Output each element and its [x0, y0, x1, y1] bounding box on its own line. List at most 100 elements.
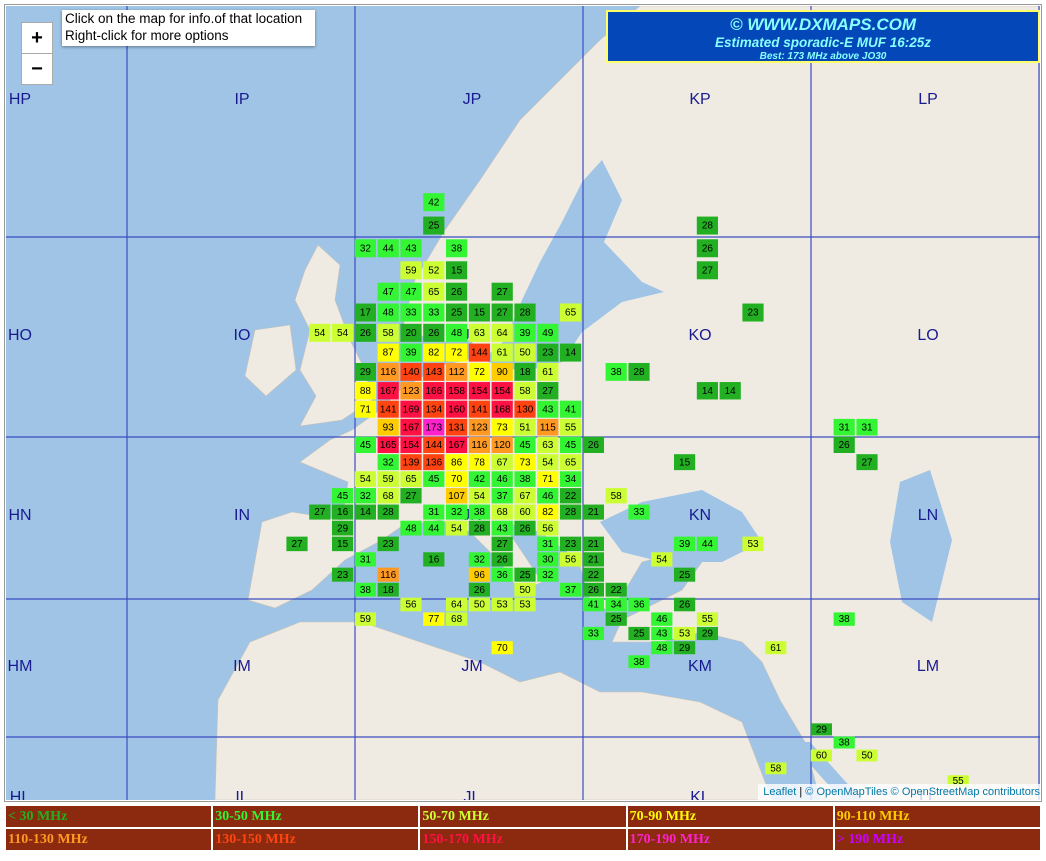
muf-value: 55 [565, 422, 577, 433]
muf-value: 28 [702, 221, 714, 232]
muf-value: 82 [428, 348, 440, 359]
muf-value: 27 [861, 457, 873, 468]
muf-cell [651, 612, 673, 626]
muf-cell [491, 567, 513, 582]
muf-cell [582, 626, 604, 641]
muf-cell [377, 454, 399, 471]
muf-cell [491, 382, 513, 400]
muf-value: 140 [403, 367, 420, 378]
muf-cell [446, 454, 468, 471]
muf-cell [468, 567, 490, 582]
muf-cell [354, 488, 376, 504]
muf-cell [377, 418, 399, 436]
muf-value: 22 [565, 491, 577, 502]
muf-value: 50 [474, 600, 486, 611]
muf-cell [377, 382, 399, 400]
muf-cell [674, 567, 696, 582]
muf-cell [468, 362, 490, 381]
muf-cell [446, 382, 468, 400]
attribution-link[interactable]: © OpenMapTiles [805, 786, 888, 798]
info-line: Right-click for more options [65, 28, 229, 43]
muf-value: 34 [565, 474, 577, 485]
muf-cell [400, 362, 422, 381]
muf-cell [400, 520, 422, 536]
muf-value: 47 [405, 287, 417, 298]
muf-value: 29 [702, 629, 714, 640]
muf-value: 14 [725, 386, 737, 397]
muf-value: 25 [451, 308, 463, 319]
legend-entry: 170-190 MHz [627, 829, 833, 850]
muf-cell [377, 436, 399, 454]
muf-value: 55 [953, 776, 965, 787]
muf-cell [400, 454, 422, 471]
muf-cell [491, 536, 513, 552]
muf-value: 77 [428, 614, 440, 625]
muf-value: 154 [471, 386, 488, 397]
muf-value: 144 [471, 348, 488, 359]
muf-value: 46 [542, 491, 554, 502]
muf-cell [354, 303, 376, 322]
attribution-link[interactable]: Leaflet [763, 786, 797, 798]
muf-value: 26 [474, 585, 486, 596]
muf-value: 15 [474, 308, 486, 319]
muf-cell [468, 343, 490, 362]
muf-cell [560, 303, 582, 322]
muf-value: 64 [451, 600, 463, 611]
muf-value: 38 [519, 474, 531, 485]
muf-value: 68 [497, 507, 509, 518]
muf-value: 173 [425, 422, 442, 433]
muf-cell [332, 488, 354, 504]
muf-value: 45 [428, 474, 440, 485]
muf-cell [309, 323, 331, 342]
muf-value: 44 [702, 539, 714, 550]
muf-value: 78 [474, 457, 486, 468]
muf-value: 48 [383, 308, 395, 319]
muf-value: 46 [497, 474, 509, 485]
muf-value: 25 [633, 629, 645, 640]
muf-value: 53 [519, 600, 531, 611]
muf-value: 65 [565, 308, 577, 319]
muf-value: 23 [565, 539, 577, 550]
muf-value: 120 [494, 440, 511, 451]
muf-value: 15 [337, 539, 349, 550]
muf-value: 73 [497, 422, 509, 433]
muf-value: 72 [451, 348, 463, 359]
muf-value: 32 [451, 507, 463, 518]
muf-value: 141 [380, 404, 397, 415]
map[interactable]: HPIPJPKPLPHOIOJOKOLOHNINJNKNLNHMIMJMKMLM… [0, 0, 1046, 804]
muf-value: 53 [679, 629, 691, 640]
zoom-in-button[interactable]: + [21, 22, 53, 54]
muf-cell [537, 400, 559, 418]
muf-cell [354, 471, 376, 487]
muf-value: 73 [519, 457, 531, 468]
field-label: IP [234, 91, 249, 108]
muf-cell [537, 436, 559, 454]
muf-value: 21 [588, 555, 600, 566]
muf-value: 29 [816, 725, 828, 736]
zoom-out-button[interactable]: − [21, 53, 53, 85]
muf-value: 50 [519, 585, 531, 596]
muf-cell [651, 641, 673, 655]
muf-cell [696, 536, 718, 552]
muf-value: 166 [425, 386, 442, 397]
muf-cell [537, 418, 559, 436]
muf-cell [491, 418, 513, 436]
muf-cell [446, 612, 468, 626]
attribution-link[interactable]: © OpenStreetMap contributors [890, 786, 1040, 798]
muf-cell [537, 343, 559, 362]
legend-entry: 150-170 MHz [420, 829, 626, 850]
muf-value: 169 [403, 404, 420, 415]
muf-value: 71 [542, 474, 554, 485]
muf-value: 107 [448, 491, 465, 502]
muf-cell [400, 261, 422, 280]
muf-cell [377, 282, 399, 301]
field-label: HN [8, 507, 31, 524]
muf-value: 27 [291, 539, 303, 550]
muf-value: 63 [474, 328, 486, 339]
muf-cell [833, 436, 855, 454]
muf-value: 56 [542, 523, 554, 534]
muf-value: 21 [588, 539, 600, 550]
muf-cell [446, 436, 468, 454]
muf-cell [560, 471, 582, 487]
muf-cell [628, 504, 650, 520]
